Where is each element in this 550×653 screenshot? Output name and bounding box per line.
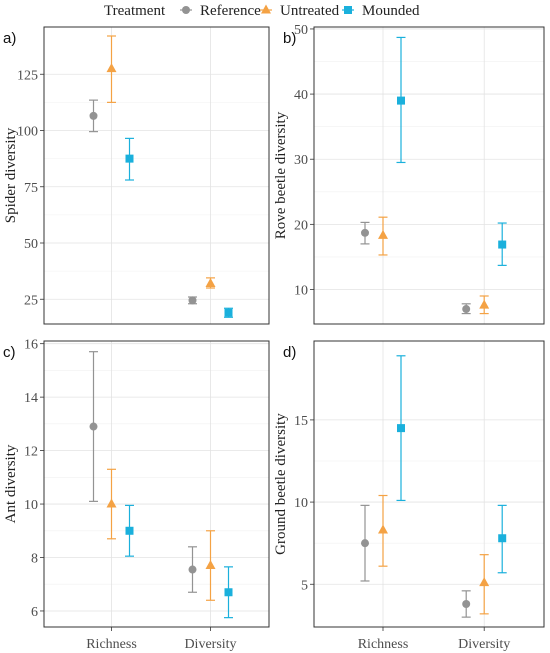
legend-title: Treatment [104, 3, 166, 19]
data-point-mounded [498, 240, 507, 249]
y-tick-label: 5 [301, 578, 308, 593]
y-axis-label: Spider diversity [3, 127, 19, 223]
panel-tag: a) [3, 30, 16, 47]
y-tick-label: 40 [294, 88, 308, 103]
panel-c: 6 8 10 12 14 16 c) Ant diversity Richness Diversi… [3, 338, 270, 652]
y-tick-label: 30 [294, 153, 308, 168]
y-tick-label: 10 [294, 496, 308, 511]
data-point-reference [188, 565, 197, 574]
x-tick-label: Diversity [458, 637, 510, 652]
y-tick-label: 10 [24, 498, 38, 513]
y-tick-label: 6 [31, 605, 38, 620]
panel-border [43, 26, 270, 325]
data-point-untreated [378, 524, 388, 534]
y-axis-label: Ground beetle diversity [273, 413, 289, 555]
panel-border [43, 340, 270, 628]
y-tick-label: 16 [24, 338, 38, 353]
data-point-untreated [106, 63, 117, 73]
legend-label-mounded: Mounded [362, 3, 420, 19]
data-point-untreated [479, 299, 490, 309]
y-tick-label: 20 [294, 218, 308, 233]
data-point-untreated [479, 577, 490, 587]
panel-border [313, 340, 545, 628]
y-tick-label: 25 [24, 293, 38, 308]
data-point-mounded [498, 534, 507, 543]
data-point-reference [89, 422, 98, 431]
data-point-untreated [205, 560, 216, 570]
data-point-reference [462, 305, 471, 314]
panel-tag: b) [283, 30, 296, 47]
y-tick-label: 14 [24, 391, 38, 406]
x-tick-label: Diversity [184, 637, 236, 652]
y-tick-label: 10 [294, 283, 308, 298]
legend-key-untreated-marker [261, 4, 271, 14]
data-point-reference [361, 539, 369, 548]
data-point-untreated [205, 278, 216, 287]
data-point-mounded [397, 424, 405, 433]
y-axis-label: Rove beetle diversity [273, 111, 289, 239]
x-tick-label: Richness [86, 637, 137, 652]
x-tick-label: Richness [358, 637, 409, 652]
y-tick-label: 50 [24, 237, 38, 252]
data-point-mounded [125, 526, 134, 535]
panel-d: 5 10 15 d) Ground beetle diversity Richness Di… [273, 340, 545, 652]
y-tick-label: 12 [24, 445, 38, 460]
panel-a: 25 50 75 100 125 a) Spider diversity [3, 26, 270, 325]
data-point-untreated [378, 229, 388, 239]
data-point-mounded [125, 154, 134, 163]
panel-tag: d) [283, 344, 296, 361]
data-point-reference [462, 599, 471, 608]
data-point-reference [89, 111, 98, 120]
y-tick-label: 75 [24, 181, 38, 196]
legend-key-reference-marker [182, 6, 190, 14]
y-tick-label: 15 [294, 414, 308, 429]
panel-tag: c) [3, 344, 16, 361]
y-tick-label: 8 [31, 552, 38, 567]
panel-border [313, 26, 545, 325]
y-tick-label: 125 [17, 68, 38, 83]
legend-label-reference: Reference [200, 3, 261, 19]
legend-key-mounded-marker [344, 6, 352, 14]
legend: Treatment Reference Untreated Mounded [104, 3, 420, 19]
data-point-mounded [224, 308, 233, 317]
data-point-mounded [224, 588, 233, 597]
y-tick-label: 100 [17, 125, 38, 140]
data-point-untreated [106, 498, 117, 508]
panel-b: 10 20 30 40 50b) Rove beetle diversity [273, 23, 545, 325]
data-point-reference [361, 228, 369, 237]
legend-label-untreated: Untreated [280, 3, 340, 19]
y-axis-label: Ant diversity [3, 444, 19, 523]
data-point-reference [188, 296, 197, 305]
y-tick-label: 50 [294, 23, 308, 38]
data-point-mounded [397, 96, 405, 105]
